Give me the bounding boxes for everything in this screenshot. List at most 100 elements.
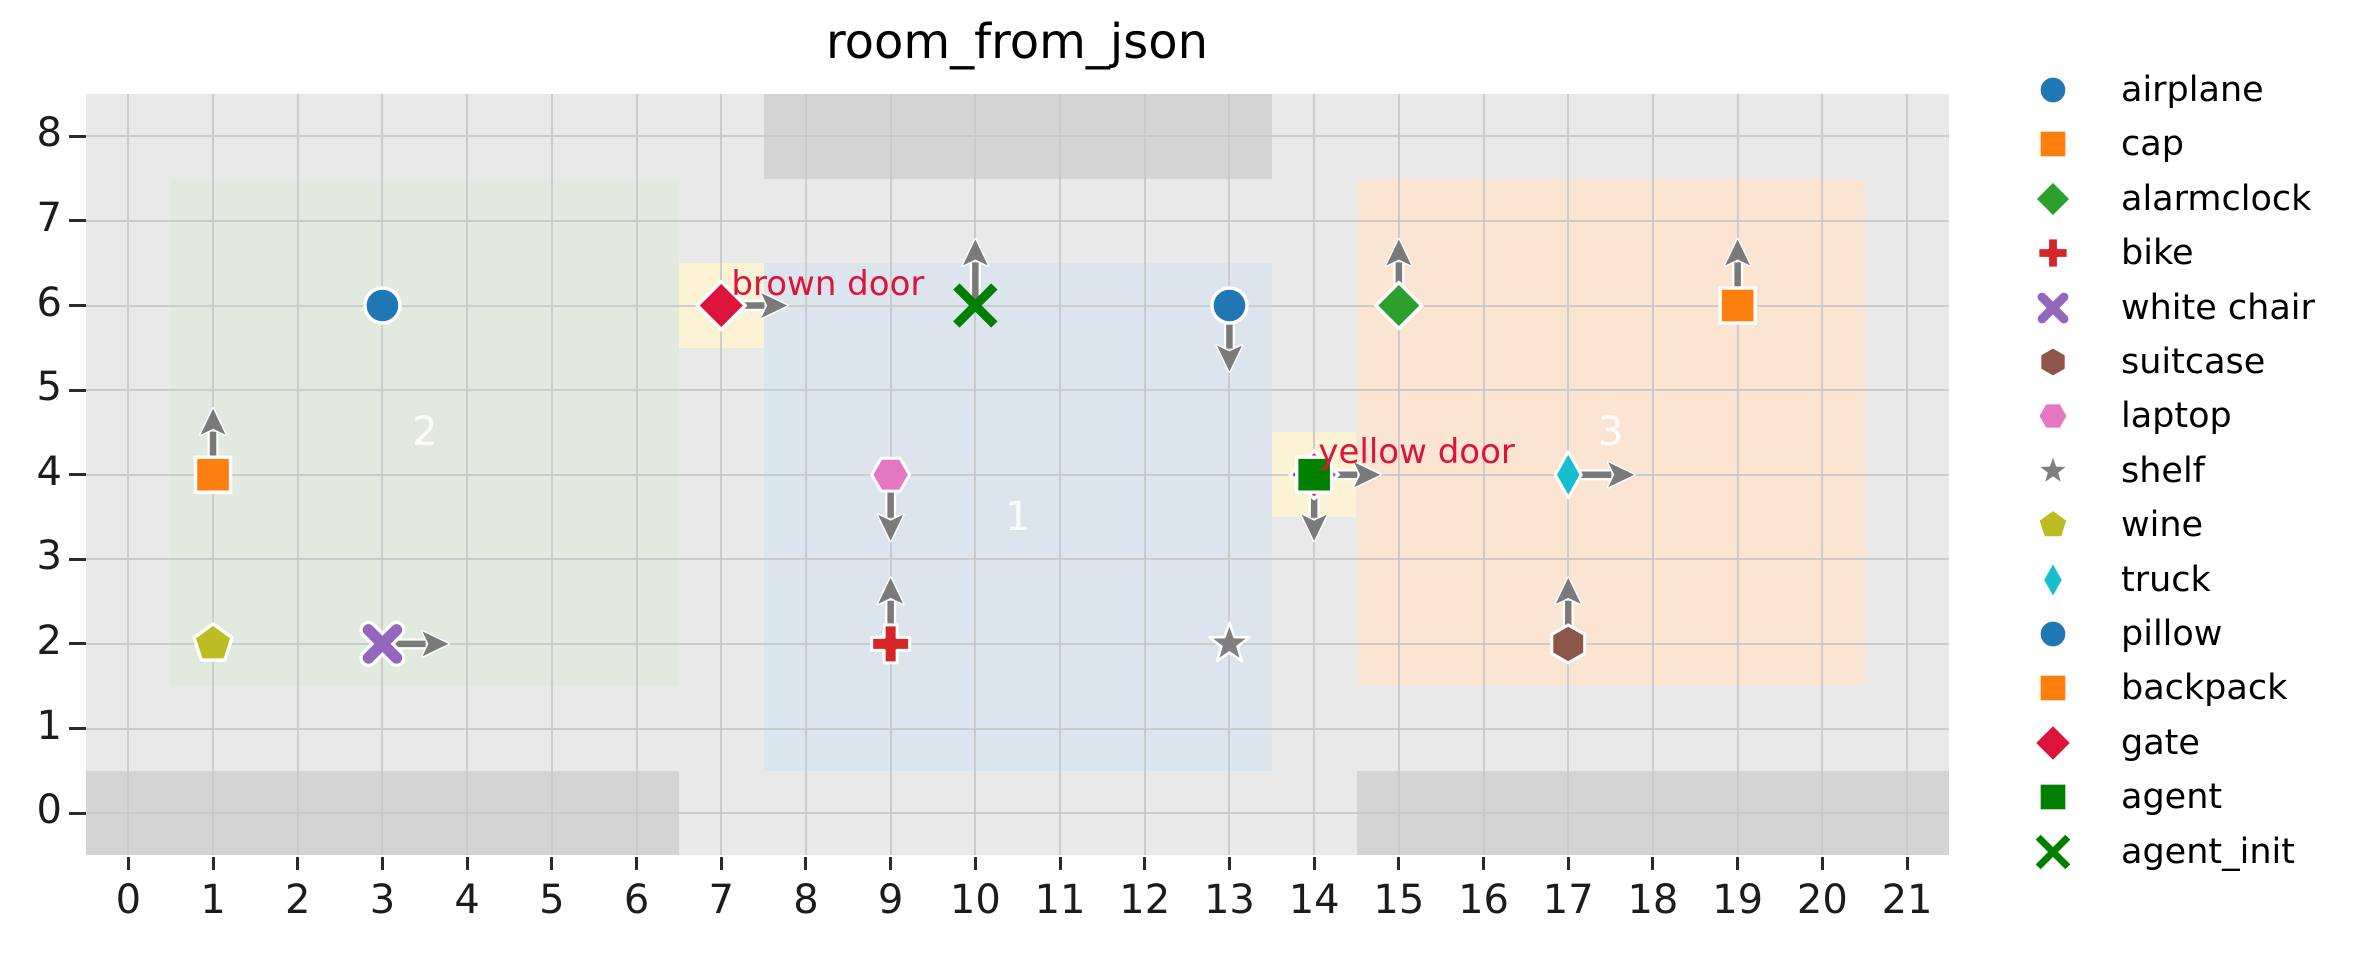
y-tick-label: 4 [36,448,62,495]
y-tick-mark [69,642,86,646]
legend-marker-agent-icon [2038,782,2068,813]
y-tick-label: 1 [36,702,62,749]
legend-marker-alarmclock-icon [2033,179,2073,219]
x-tick-label: 18 [1627,877,1679,923]
legend-label: laptop [2121,396,2232,437]
legend-label: agent_init [2121,831,2295,872]
x-tick-label: 3 [369,877,396,923]
y-tick-mark [69,134,86,138]
x-tick-mark [1905,857,1909,870]
x-tick-label: 12 [1119,877,1171,923]
x-tick-mark [1651,857,1655,870]
x-tick-mark [296,857,300,870]
grid-line-horizontal [86,812,1949,815]
x-tick-mark [380,857,384,870]
grid-line-horizontal [86,558,1949,561]
legend-item: pillow [2025,606,2222,662]
legend-label: bike [2121,233,2194,274]
legend-item: agent_init [2025,824,2295,880]
y-tick-label: 7 [36,194,62,241]
x-tick-label: 13 [1203,877,1255,923]
marker-laptop [870,456,912,493]
markers-layer [192,238,1757,667]
x-tick-label: 0 [115,877,142,923]
y-tick-label: 5 [36,364,62,411]
y-tick-label: 6 [36,279,62,326]
grid-line-horizontal [86,389,1949,392]
legend-label: alarmclock [2121,178,2312,219]
legend-marker-laptop-icon [2037,402,2069,431]
chart-title: room_from_json [825,14,1209,70]
x-tick-label: 15 [1373,877,1425,923]
x-tick-mark [1736,857,1740,870]
x-tick-label: 17 [1542,877,1594,923]
room-number-label: 2 [412,409,438,456]
y-tick-mark [69,557,86,561]
marker-cap [193,455,233,494]
x-tick-mark [550,857,554,870]
x-tick-mark [973,857,977,870]
marker-agent_init [953,283,998,328]
y-tick-mark [69,473,86,477]
x-tick-mark [211,857,215,870]
legend-label: suitcase [2121,342,2266,382]
x-tick-mark [1820,857,1824,870]
legend-label: gate [2121,722,2200,763]
x-tick-label: 1 [200,877,226,923]
door-label: yellow door [1318,431,1515,472]
y-tick-label: 3 [36,533,62,580]
door-label: brown door [731,264,925,305]
room-region [170,178,679,687]
legend-item: wine [2025,497,2203,553]
legend-label: white chair [2121,287,2315,328]
room-region [1356,178,1865,687]
legend-label: airplane [2121,70,2264,110]
legend-marker-wine-icon [2036,508,2070,540]
legend-label: backpack [2121,668,2288,709]
x-tick-label: 6 [623,877,650,923]
grid-line-horizontal [86,135,1949,138]
legend-marker-agent_init-icon [2035,834,2071,869]
x-tick-label: 19 [1712,877,1764,923]
marker-alarmclock [1374,280,1424,331]
x-tick-label: 10 [949,877,1001,923]
marker-truck [1553,450,1583,500]
legend-item: agent [2025,769,2222,825]
x-tick-label: 11 [1034,877,1086,923]
grid-line-horizontal [86,473,1949,476]
marker-white-chair [359,620,406,667]
x-tick-mark [1566,857,1570,870]
legend-label: pillow [2121,614,2223,654]
x-tick-mark [719,857,723,870]
grid-line-horizontal [86,219,1949,222]
legend-marker-suitcase-icon [2039,346,2067,378]
x-tick-mark [1227,857,1231,870]
legend-marker-truck-icon [2041,560,2065,599]
legend-item: cap [2025,116,2184,172]
marker-backpack [1718,286,1757,325]
x-tick-mark [1312,857,1316,870]
x-tick-mark [465,857,469,870]
legend-label: shelf [2121,450,2205,491]
legend-label: wine [2121,505,2204,546]
y-tick-mark [69,727,86,730]
marker-wine [192,622,234,662]
legend-item: alarmclock [2025,171,2311,227]
x-tick-mark [126,857,130,870]
marker-airplane [363,286,402,325]
marker-pillow [1210,286,1249,325]
legend-marker-pillow-icon [2038,619,2068,649]
x-tick-mark [804,857,808,870]
x-tick-mark [1482,857,1486,870]
legend-marker-bike-icon [2037,237,2069,270]
x-tick-mark [889,857,893,870]
marker-suitcase [1550,623,1587,665]
legend-marker-gate-icon [2032,722,2074,763]
legend-item: backpack [2025,660,2287,716]
y-tick-mark [69,811,86,815]
y-tick-label: 2 [36,617,62,664]
legend-marker-cap-icon [2038,129,2068,160]
legend-item: shelf [2025,443,2205,499]
x-tick-mark [1397,857,1401,870]
